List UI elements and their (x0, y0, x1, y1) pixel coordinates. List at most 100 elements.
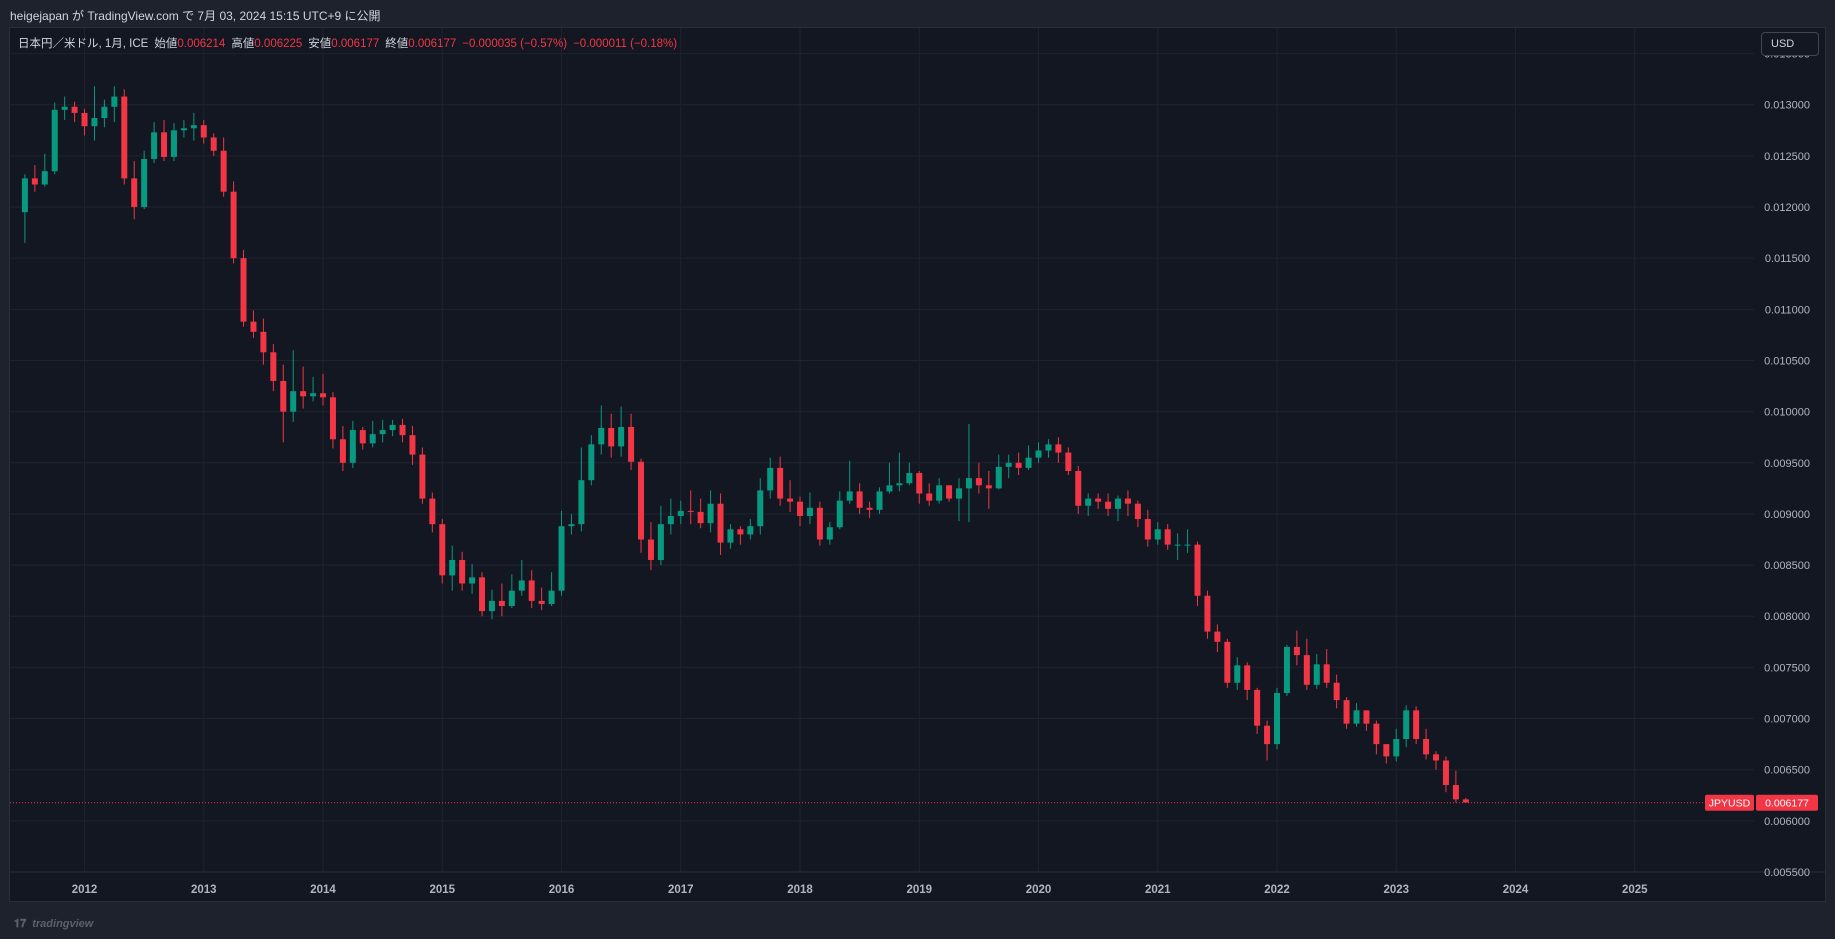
y-tick-label: 0.008500 (1764, 560, 1810, 572)
candle-body (856, 491, 863, 508)
candle-body (1462, 799, 1469, 803)
candle-body (111, 96, 118, 107)
x-tick-label: 2022 (1264, 884, 1290, 896)
candle-body (876, 491, 883, 510)
symbol-tag-label: JPYUSD (1709, 798, 1751, 810)
candle-body (1085, 498, 1092, 506)
candle-body (61, 106, 68, 110)
candle-body (1244, 665, 1251, 690)
candle-body (906, 473, 913, 484)
candle-body (1164, 529, 1171, 545)
candle-body (439, 524, 446, 576)
candle-body (1095, 498, 1102, 502)
candle-body (1373, 723, 1380, 745)
candle-body (1055, 444, 1062, 453)
candle-body (488, 600, 495, 612)
candle-body (329, 397, 336, 440)
candle-body (290, 391, 297, 412)
candle-body (1214, 631, 1221, 642)
x-tick-label: 2024 (1503, 884, 1529, 896)
candle-body (300, 391, 307, 397)
chart-pane[interactable] (9, 27, 1826, 902)
candle-body (518, 580, 525, 591)
candle-body (51, 109, 58, 172)
candle-body (1452, 785, 1459, 800)
candle-body (608, 428, 615, 447)
candle-body (1323, 664, 1330, 683)
grid-lines (10, 28, 1826, 873)
candle-body (1403, 710, 1410, 740)
candle-body (886, 485, 893, 492)
candle-body (81, 112, 88, 127)
candle-body (1105, 501, 1112, 509)
candle-body (220, 150, 227, 192)
last-price-tag: JPYUSD 0.006177 (1705, 794, 1818, 811)
candle-body (926, 493, 933, 501)
candle-body (1333, 682, 1340, 701)
candle-body (657, 524, 664, 560)
symbol-legend: 日本円／米ドル, 1月, ICE 始値0.006214 高値0.006225 安値0.… (18, 35, 683, 51)
y-tick-label: 0.007000 (1764, 714, 1810, 726)
candle-body (1045, 444, 1052, 451)
candle-body (459, 559, 466, 584)
candle-body (1264, 725, 1271, 745)
candle-body (558, 526, 565, 591)
candle-body (777, 467, 784, 499)
x-tick-label: 2018 (787, 884, 813, 896)
publish-header: heigejapan が TradingView.com で 7月 03, 20… (0, 0, 1835, 26)
candle-body (479, 577, 486, 612)
candle-body (578, 480, 585, 525)
candle-body (677, 510, 684, 516)
y-tick-label: 0.012500 (1764, 151, 1810, 163)
candle-body (131, 178, 138, 208)
y-tick-label: 0.008000 (1764, 611, 1810, 623)
candle-body (1134, 503, 1141, 520)
x-tick-label: 2016 (549, 884, 575, 896)
candle-body (210, 137, 217, 151)
candle-body (31, 178, 38, 185)
currency-button[interactable]: USD (1761, 32, 1819, 56)
candle-body (1442, 760, 1449, 786)
candle-body (767, 467, 774, 491)
tradingview-logo-text: tradingview (32, 918, 94, 930)
candle-body (320, 393, 327, 398)
legend-close-value: 0.006177 (408, 38, 457, 50)
candle-body (806, 507, 813, 516)
candle-body (528, 580, 535, 601)
y-tick-label: 0.009500 (1764, 458, 1810, 470)
candle-body (1194, 544, 1201, 596)
candle-body (21, 178, 28, 213)
candle-body (1423, 739, 1430, 755)
price-axis[interactable]: 0.0135000.0130000.0125000.0120000.011500… (1764, 49, 1810, 879)
candle-body (1353, 710, 1360, 724)
candle-body (1075, 470, 1082, 506)
y-tick-label: 0.010500 (1764, 355, 1810, 367)
candle-body (995, 466, 1002, 489)
tradingview-logo-icon: 𝟏𝟕 (14, 918, 27, 930)
x-tick-label: 2025 (1622, 884, 1648, 896)
candle-body (737, 529, 744, 535)
candle-body (270, 352, 277, 381)
candle-body (946, 485, 953, 499)
time-axis[interactable]: 2012 2013 2014 2015 2016 2017 2018 2019 2020 2021… (72, 884, 1648, 896)
candle-body (1383, 744, 1390, 757)
x-tick-label: 2021 (1145, 884, 1171, 896)
candle-body (1154, 529, 1161, 540)
candle-body (1303, 655, 1310, 685)
symbol-tag-box (1705, 794, 1754, 811)
candle-body (985, 485, 992, 489)
tradingview-logo: 𝟏𝟕 tradingview (14, 918, 93, 931)
candle-body (548, 590, 555, 604)
x-tick-label: 2015 (429, 884, 455, 896)
candle-body (91, 118, 98, 127)
candle-body (1065, 452, 1072, 471)
legend-symbol: 日本円／米ドル, 1月, ICE (18, 38, 149, 50)
y-tick-label: 0.011000 (1765, 304, 1810, 316)
candle-body (1224, 641, 1231, 683)
candle-body (339, 439, 346, 463)
y-tick-label: 0.013000 (1764, 100, 1810, 112)
candle-body (121, 96, 128, 179)
candle-body (409, 435, 416, 455)
legend-change: −0.000035 (−0.57%) (462, 38, 568, 50)
